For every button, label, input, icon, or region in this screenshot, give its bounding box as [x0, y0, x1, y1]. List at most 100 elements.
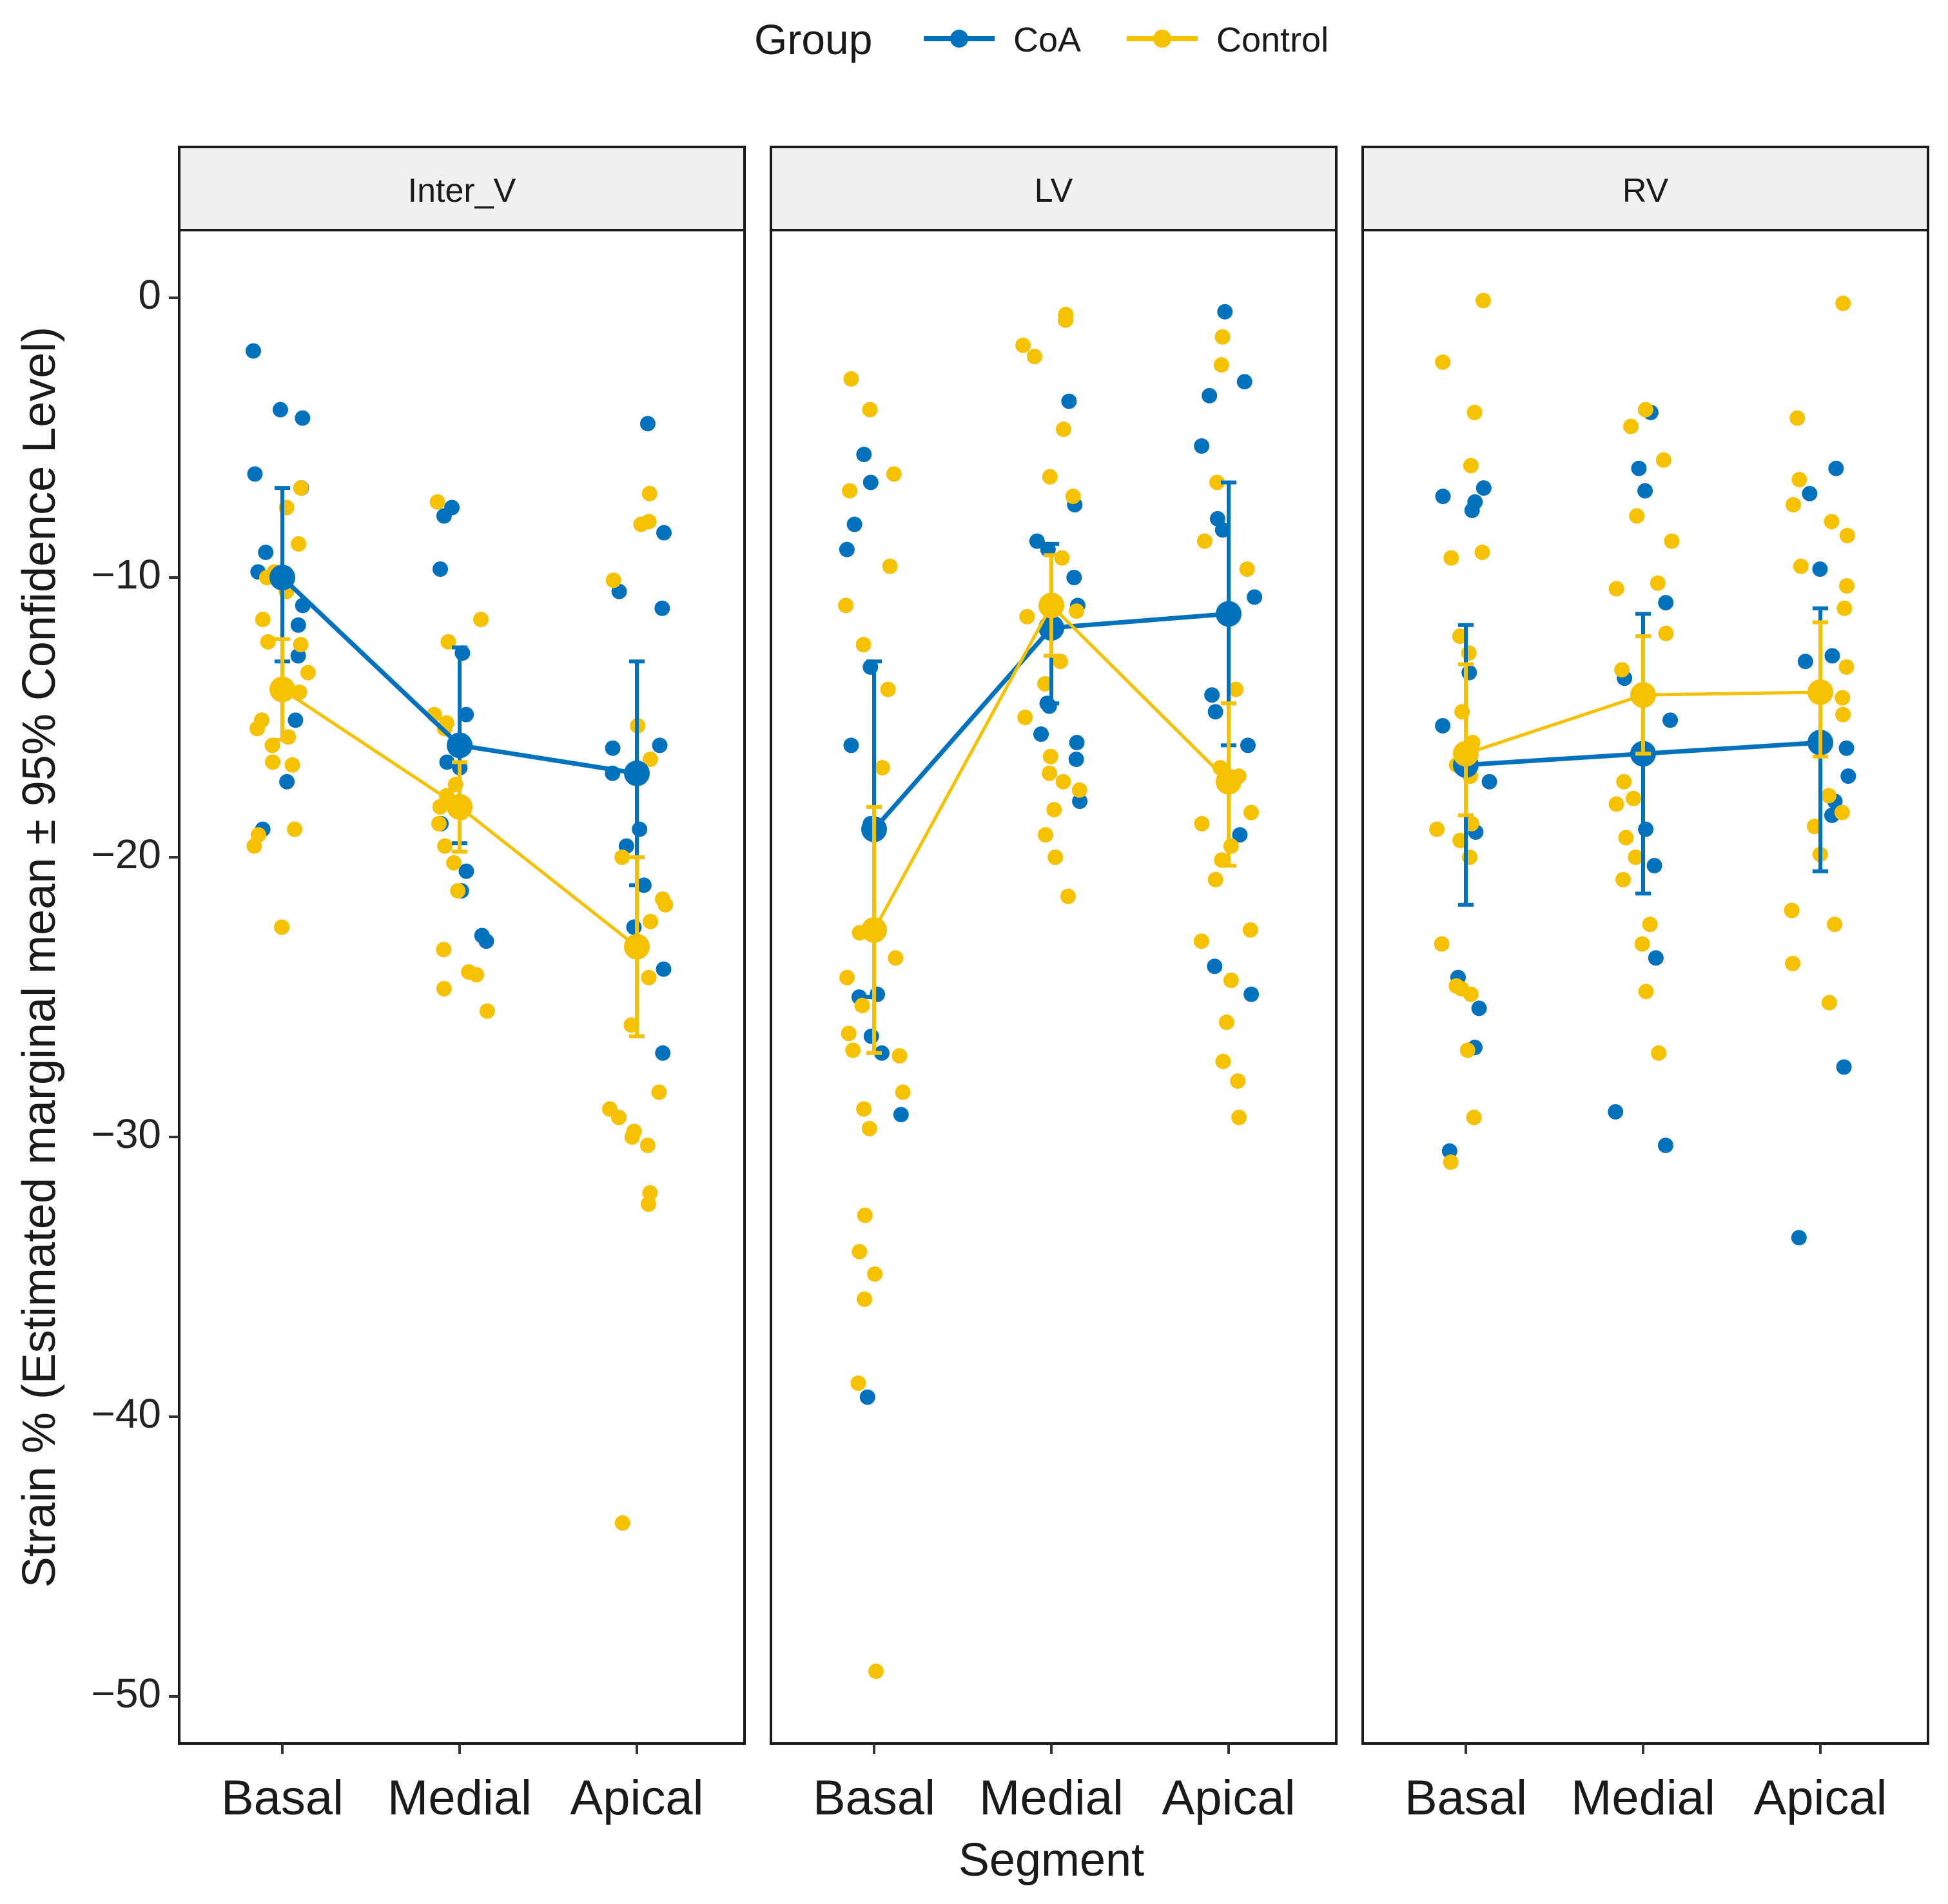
point-rv-control-medial	[1628, 850, 1644, 865]
point-lv-coa-apical	[1214, 522, 1231, 538]
point-lv-control-basal	[862, 402, 878, 418]
point-lv-control-basal	[850, 1375, 866, 1391]
point-lv-control-apical	[1209, 474, 1225, 491]
point-inter-v-coa-basal	[290, 617, 306, 633]
point-inter-v-control-apical	[624, 1129, 640, 1145]
point-lv-control-basal	[857, 1207, 873, 1223]
point-lv-control-basal	[856, 1101, 872, 1117]
point-lv-coa-basal	[870, 986, 886, 1002]
point-inter-v-control-basal	[255, 612, 271, 628]
point-rv-control-apical	[1838, 659, 1855, 675]
point-inter-v-control-basal	[293, 480, 309, 496]
point-lv-coa-apical	[1194, 438, 1210, 454]
point-inter-v-control-apical	[643, 913, 659, 929]
point-lv-coa-medial	[1029, 533, 1045, 549]
mean-point-inter-v-coa-basal	[269, 565, 295, 590]
y-axis-title: Strain % (Estimated marginal mean ± 95% …	[14, 327, 65, 1588]
point-rv-control-medial	[1637, 402, 1653, 418]
point-inter-v-control-apical	[642, 752, 658, 768]
point-rv-control-basal	[1466, 1109, 1482, 1125]
x-axis-title: Segment	[959, 1834, 1144, 1886]
point-lv-control-apical	[1242, 922, 1258, 938]
point-lv-control-basal	[891, 1048, 908, 1064]
point-rv-control-medial	[1608, 581, 1624, 597]
point-lv-control-basal	[874, 760, 890, 776]
point-inter-v-coa-medial	[433, 561, 449, 577]
point-rv-control-basal	[1463, 458, 1479, 474]
point-lv-control-basal	[888, 950, 904, 966]
point-lv-control-basal	[882, 558, 898, 574]
panel-frame-lv	[770, 229, 1338, 1745]
point-inter-v-control-basal	[249, 721, 266, 737]
point-lv-control-apical	[1213, 357, 1229, 373]
point-lv-coa-medial	[1069, 735, 1085, 751]
point-rv-coa-medial	[1662, 712, 1679, 728]
facet-strip-lv	[770, 146, 1338, 231]
point-rv-coa-basal	[1461, 665, 1477, 681]
mean-point-lv-control-medial	[1038, 592, 1064, 619]
point-rv-control-basal	[1435, 354, 1451, 370]
errorbar-rv-control-basal	[1458, 662, 1474, 817]
point-rv-coa-apical	[1791, 1230, 1807, 1246]
point-lv-coa-basal	[893, 1107, 909, 1123]
y-tick-label-2: −20	[91, 831, 161, 877]
point-inter-v-coa-medial	[444, 500, 460, 516]
point-rv-coa-medial	[1658, 595, 1674, 611]
point-rv-control-apical	[1806, 819, 1822, 835]
point-rv-control-basal	[1459, 1042, 1476, 1058]
facet-strip-inter-v	[178, 146, 746, 231]
point-rv-coa-apical	[1840, 768, 1856, 784]
point-rv-coa-medial	[1631, 460, 1647, 476]
point-lv-coa-apical	[1202, 387, 1218, 403]
point-lv-control-medial	[1054, 550, 1070, 566]
point-rv-coa-basal	[1441, 1143, 1457, 1159]
point-inter-v-control-apical	[651, 1084, 667, 1100]
facet-strip-label-lv: LV	[1035, 172, 1073, 209]
point-lv-control-apical	[1230, 1073, 1246, 1089]
point-rv-control-apical	[1835, 295, 1851, 311]
point-lv-control-apical	[1228, 681, 1244, 697]
panel-frame-inter-v	[178, 229, 746, 1745]
point-lv-control-apical	[1196, 533, 1213, 549]
point-inter-v-coa-apical	[656, 961, 672, 977]
point-inter-v-control-apical	[614, 1515, 630, 1531]
point-inter-v-coa-basal	[247, 466, 263, 482]
legend-item-control: Control	[1127, 21, 1329, 59]
point-lv-control-apical	[1193, 933, 1209, 949]
point-rv-control-medial	[1650, 575, 1666, 591]
point-lv-coa-basal	[846, 516, 862, 532]
plot-area: Inter_V 0 −10 −20 −30 −40 −50 Basal Medial Apical…	[91, 146, 1929, 1825]
legend-title: Group	[754, 15, 872, 63]
point-lv-control-apical	[1218, 1015, 1234, 1031]
y-tick-label-0: 0	[138, 271, 161, 318]
point-lv-control-basal	[838, 597, 854, 614]
point-inter-v-control-basal	[287, 821, 303, 837]
mean-point-rv-control-medial	[1630, 682, 1656, 708]
point-lv-control-medial	[1046, 802, 1062, 818]
point-lv-control-apical	[1215, 1053, 1231, 1069]
facet-lv: LV Basal Medial Apical	[770, 146, 1338, 1825]
legend-key-control-point	[1153, 30, 1171, 48]
point-inter-v-coa-apical	[655, 1045, 671, 1061]
point-inter-v-control-apical	[639, 1138, 656, 1154]
point-rv-control-apical	[1789, 410, 1806, 426]
point-rv-control-basal	[1443, 1154, 1459, 1171]
y-tick-label-5: −50	[91, 1670, 161, 1716]
point-rv-control-medial	[1638, 984, 1654, 1000]
point-lv-control-basal	[852, 1243, 868, 1259]
point-inter-v-control-medial	[469, 967, 485, 983]
point-inter-v-control-basal	[246, 838, 262, 854]
x-tick-label-lv-basal: Basal	[813, 1771, 935, 1825]
point-rv-control-apical	[1827, 917, 1843, 933]
x-tick-label-rv-basal: Basal	[1405, 1771, 1527, 1825]
point-rv-control-medial	[1615, 871, 1631, 888]
mean-point-rv-control-apical	[1807, 679, 1833, 705]
point-rv-coa-apical	[1828, 460, 1844, 476]
point-rv-control-medial	[1634, 936, 1650, 952]
point-rv-control-apical	[1791, 472, 1807, 488]
point-inter-v-control-apical	[657, 897, 674, 913]
point-lv-control-medial	[1015, 337, 1031, 353]
x-tick-label-inter-v-apical: Apical	[570, 1771, 704, 1825]
panel-frame-rv	[1361, 229, 1929, 1745]
